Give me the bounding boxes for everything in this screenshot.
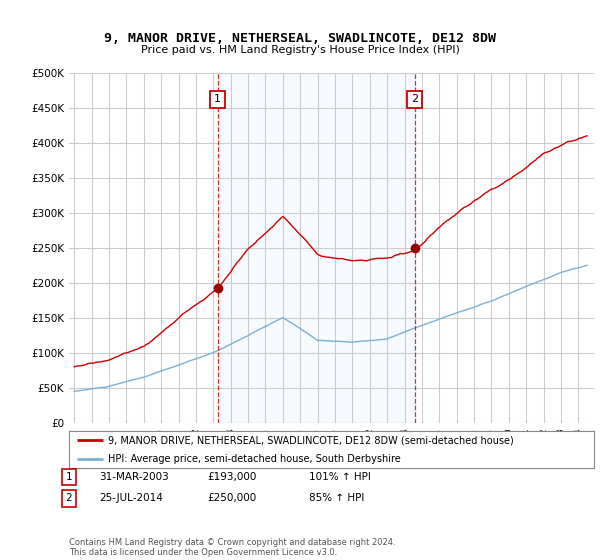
Bar [218, 73, 415, 423]
Text: 9, MANOR DRIVE, NETHERSEAL, SWADLINCOTE, DE12 8DW: 9, MANOR DRIVE, NETHERSEAL, SWADLINCOTE,… [104, 32, 496, 45]
Text: Price paid vs. HM Land Registry's House Price Index (HPI): Price paid vs. HM Land Registry's House … [140, 45, 460, 55]
Text: 31-MAR-2003: 31-MAR-2003 [99, 472, 169, 482]
Text: 1: 1 [65, 472, 73, 482]
Text: 1: 1 [214, 95, 221, 104]
Text: 9, MANOR DRIVE, NETHERSEAL, SWADLINCOTE, DE12 8DW (semi-detached house): 9, MANOR DRIVE, NETHERSEAL, SWADLINCOTE,… [109, 435, 514, 445]
Text: £250,000: £250,000 [207, 493, 256, 503]
Text: 2: 2 [65, 493, 73, 503]
Text: Contains HM Land Registry data © Crown copyright and database right 2024.
This d: Contains HM Land Registry data © Crown c… [69, 538, 395, 557]
Text: 101% ↑ HPI: 101% ↑ HPI [309, 472, 371, 482]
Text: 2: 2 [411, 95, 418, 104]
Text: £193,000: £193,000 [207, 472, 256, 482]
Text: 85% ↑ HPI: 85% ↑ HPI [309, 493, 364, 503]
Text: HPI: Average price, semi-detached house, South Derbyshire: HPI: Average price, semi-detached house,… [109, 454, 401, 464]
Text: 25-JUL-2014: 25-JUL-2014 [99, 493, 163, 503]
